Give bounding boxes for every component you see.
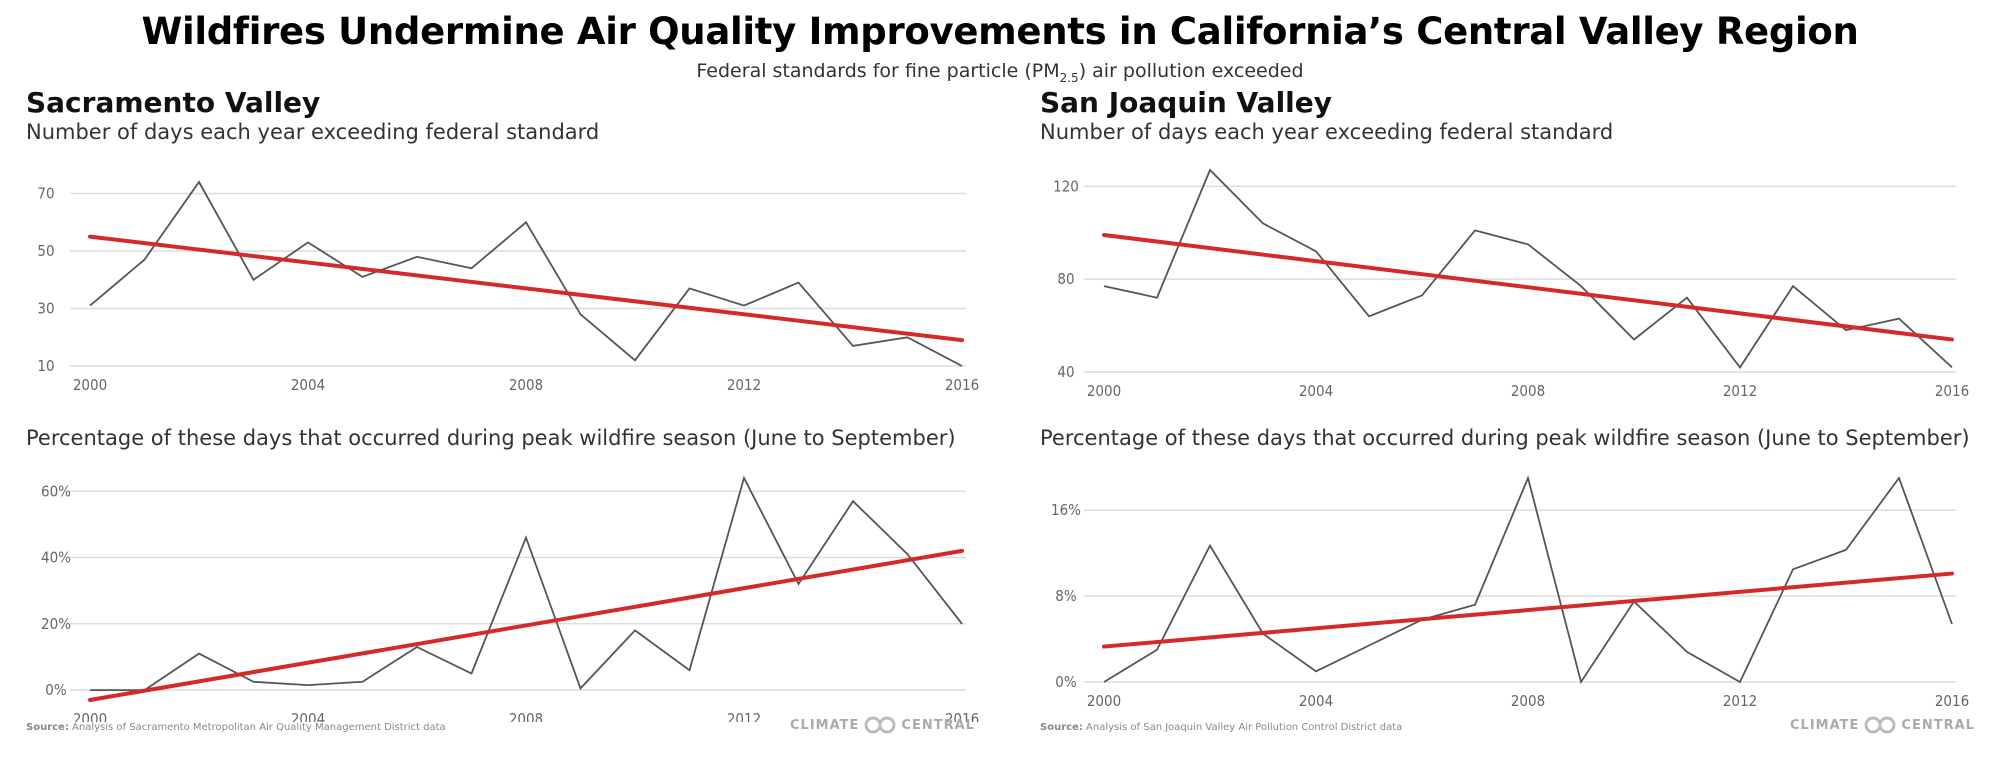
y-tick-label: 120: [1053, 177, 1079, 195]
source-text: Analysis of Sacramento Metropolitan Air …: [72, 722, 446, 733]
y-tick-label: 8%: [1055, 587, 1077, 605]
region-title: Sacramento Valley: [26, 86, 321, 119]
y-tick-label: 16%: [1051, 501, 1081, 519]
x-tick-label: 2008: [1511, 692, 1545, 710]
chart-days-san-joaquin: 40 80 120 2000 2004 2008 2012 2016: [1053, 168, 1969, 400]
panel-san-joaquin: San Joaquin Valley Number of days each y…: [1000, 86, 2000, 762]
source-text: Analysis of San Joaquin Valley Air Pollu…: [1086, 722, 1403, 733]
x-tick-label: 2004: [1299, 382, 1333, 400]
x-tick-label: 2016: [945, 710, 979, 722]
x-tick-label: 2004: [291, 710, 325, 722]
climate-central-logo-icon: [1864, 716, 1896, 734]
y-tick-label: 50: [37, 242, 54, 260]
x-tick-label: 2016: [1935, 692, 1969, 710]
x-tick-label: 2004: [291, 376, 325, 394]
x-tick-label: 2012: [727, 710, 761, 722]
series-line: [1103, 475, 1953, 685]
subtitle-pre: Federal standards for fine particle (PM: [696, 60, 1060, 82]
y-tick-label: 0%: [45, 681, 67, 699]
brand-left: CLIMATE: [790, 717, 860, 733]
series-line: [90, 475, 963, 692]
y-tick-label: 60%: [41, 482, 71, 500]
subtitle-post: ) air pollution exceeded: [1078, 60, 1304, 82]
trend-line: [1102, 233, 1954, 342]
subtitle-subscript: 2.5: [1059, 70, 1079, 85]
y-tick-label: 20%: [41, 615, 71, 633]
y-tick-label: 0%: [1055, 673, 1077, 691]
x-tick-label: 2012: [1723, 692, 1757, 710]
region-title: San Joaquin Valley: [1040, 86, 1333, 119]
source-note: Source: Analysis of Sacramento Metropoli…: [26, 722, 446, 733]
x-tick-label: 2016: [945, 376, 979, 394]
x-tick-label: 2000: [1087, 382, 1121, 400]
source-label: Source:: [1040, 722, 1083, 733]
trend-line: [1102, 571, 1954, 649]
brand: CLIMATE CENTRAL: [1790, 716, 1975, 734]
y-tick-label: 30: [37, 300, 54, 318]
x-tick-label: 2012: [1723, 382, 1757, 400]
series-line: [89, 180, 963, 367]
series-line: [1103, 168, 1953, 369]
source-note: Source: Analysis of San Joaquin Valley A…: [1040, 722, 1402, 733]
x-tick-label: 2000: [73, 376, 107, 394]
x-tick-label: 2000: [1087, 692, 1121, 710]
x-tick-label: 2004: [1299, 692, 1333, 710]
trend-line: [88, 234, 964, 343]
chart-subtitle-percentage: Percentage of these days that occurred d…: [1040, 426, 1970, 450]
x-tick-label: 2000: [73, 710, 107, 722]
x-tick-label: 2008: [509, 376, 543, 394]
panel-sacramento: Sacramento Valley Number of days each ye…: [0, 86, 1000, 762]
page-title: Wildfires Undermine Air Quality Improvem…: [141, 10, 1859, 53]
climate-central-logo-icon: [864, 716, 896, 734]
brand: CLIMATE CENTRAL: [790, 716, 975, 734]
source-label: Source:: [26, 722, 69, 733]
page-subtitle: Federal standards for fine particle (PM2…: [0, 60, 2000, 85]
x-tick-label: 2012: [727, 376, 761, 394]
y-tick-label: 40%: [41, 549, 71, 567]
chart-percentage-sacramento: 0% 20% 40% 60% 2000 2004 2008 2012 2016: [41, 475, 979, 722]
y-tick-label: 10: [37, 357, 54, 375]
chart-percentage-san-joaquin: 0% 8% 16% 2000 2004 2008 2012 2016: [1051, 475, 1969, 710]
trend-line: [88, 548, 964, 702]
x-tick-label: 2008: [509, 710, 543, 722]
brand-right: CENTRAL: [1901, 717, 1975, 733]
x-tick-label: 2008: [1511, 382, 1545, 400]
brand-right: CENTRAL: [901, 717, 975, 733]
chart-subtitle-days: Number of days each year exceeding feder…: [1040, 120, 1614, 144]
y-tick-label: 80: [1057, 270, 1074, 288]
y-tick-label: 40: [1057, 363, 1074, 381]
chart-days-sacramento: 10 30 50 70 2000 2004 2008 2012 2016: [37, 180, 979, 394]
x-tick-label: 2016: [1935, 382, 1969, 400]
brand-left: CLIMATE: [1790, 717, 1860, 733]
chart-subtitle-days: Number of days each year exceeding feder…: [26, 120, 600, 144]
chart-subtitle-percentage: Percentage of these days that occurred d…: [26, 426, 956, 450]
y-tick-label: 70: [37, 185, 54, 203]
